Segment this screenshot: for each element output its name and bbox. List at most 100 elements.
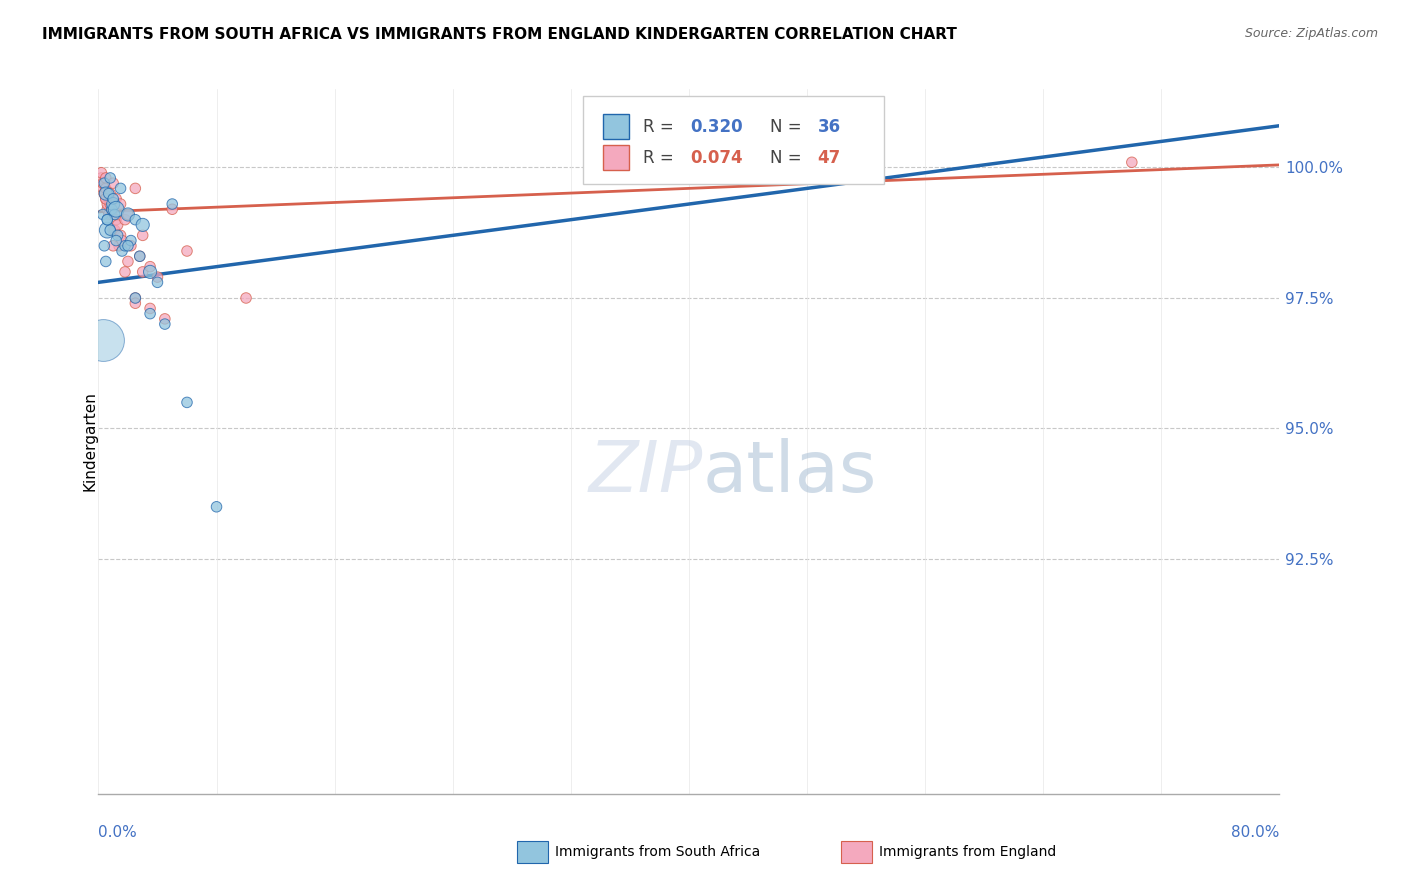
Text: R =: R = [643,118,679,136]
Point [98,197,121,211]
Point [103,192,125,206]
Point [96,212,118,227]
Point [139,260,162,274]
Point [205,500,228,514]
Point [96,223,118,237]
Text: R =: R = [643,149,679,167]
Point [100,202,122,217]
Point [97,207,120,221]
Point [117,254,139,268]
Text: 0.320: 0.320 [690,118,742,136]
Point [751,150,773,164]
Text: ZIP: ZIP [589,438,703,508]
Point [117,207,139,221]
Point [91,333,114,347]
Point [124,181,146,195]
Point [120,234,142,248]
Text: 0.074: 0.074 [690,149,742,167]
Point [103,239,125,253]
Text: Immigrants from South Africa: Immigrants from South Africa [555,845,761,859]
Point [110,228,132,243]
Point [105,212,128,227]
Point [97,192,120,206]
Point [124,291,146,305]
Point [94,192,117,206]
Point [93,239,115,253]
Point [132,218,155,232]
Point [162,197,183,211]
Point [120,239,142,253]
Point [93,186,115,201]
Text: 36: 36 [818,118,841,136]
Point [94,181,117,195]
Point [153,311,176,326]
Point [110,181,132,195]
Point [139,265,162,279]
Point [153,317,176,331]
Point [104,223,127,237]
Point [146,276,169,290]
Point [90,170,112,185]
FancyBboxPatch shape [603,114,628,139]
Point [97,186,120,201]
Point [105,202,128,217]
Text: 80.0%: 80.0% [1232,825,1279,840]
Point [96,202,118,217]
Point [111,244,134,258]
Point [124,291,146,305]
Point [90,166,112,180]
Point [146,270,169,285]
Point [124,212,146,227]
Point [124,296,146,310]
Point [176,395,198,409]
Point [1121,155,1143,169]
Text: 0.0%: 0.0% [98,825,138,840]
Point [139,307,162,321]
Point [105,192,128,206]
Text: atlas: atlas [703,438,877,508]
Point [128,249,150,263]
Point [94,186,117,201]
Point [176,244,198,258]
Point [94,254,117,268]
Point [98,223,121,237]
Point [114,212,136,227]
Point [107,228,129,243]
Text: N =: N = [770,118,807,136]
Point [107,218,129,232]
Point [91,207,114,221]
Point [105,234,128,248]
Point [94,170,117,185]
Point [111,234,134,248]
Text: Immigrants from England: Immigrants from England [879,845,1056,859]
Point [114,239,136,253]
Point [117,207,139,221]
Text: N =: N = [770,149,807,167]
Point [128,249,150,263]
Point [100,207,122,221]
Point [132,265,155,279]
Point [93,186,115,201]
Point [93,176,115,190]
Point [110,197,132,211]
Point [108,239,131,253]
Point [103,223,125,237]
Point [103,176,125,190]
Point [96,197,118,211]
Text: 47: 47 [818,149,841,167]
Y-axis label: Kindergarten: Kindergarten [83,392,97,491]
Point [235,291,257,305]
Point [104,207,127,221]
Point [114,265,136,279]
Point [139,301,162,316]
Point [132,228,155,243]
Point [96,212,118,227]
Point [162,202,183,217]
Point [98,186,121,201]
FancyBboxPatch shape [582,96,884,185]
Point [91,181,114,195]
Text: IMMIGRANTS FROM SOUTH AFRICA VS IMMIGRANTS FROM ENGLAND KINDERGARTEN CORRELATION: IMMIGRANTS FROM SOUTH AFRICA VS IMMIGRAN… [42,27,957,42]
Point [103,197,125,211]
FancyBboxPatch shape [603,145,628,169]
Text: Source: ZipAtlas.com: Source: ZipAtlas.com [1244,27,1378,40]
